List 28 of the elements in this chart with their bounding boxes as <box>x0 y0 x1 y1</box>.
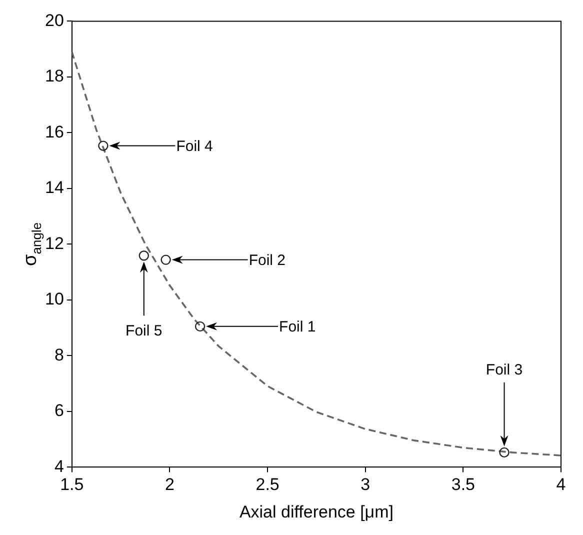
y-tick-label: 12 <box>44 234 64 253</box>
y-tick-label: 16 <box>44 122 64 142</box>
y-tick-label: 14 <box>44 178 64 198</box>
annotation: Foil 2 <box>248 252 286 269</box>
x-tick-label: 2 <box>164 475 174 494</box>
x-tick-label: 4 <box>556 475 566 494</box>
point <box>499 447 510 458</box>
annotation: Foil 5 <box>126 322 162 340</box>
annotation: Foil 4 <box>176 138 213 155</box>
x-tick-label: 1.5 <box>60 475 84 494</box>
point <box>138 250 150 261</box>
point <box>194 321 206 332</box>
x-tick-label: 3.5 <box>451 475 475 494</box>
y-tick-label: 20 <box>44 10 64 30</box>
line-series <box>72 50 561 456</box>
annotation: Foil 3 <box>486 361 523 378</box>
y-tick-label: 10 <box>44 290 64 309</box>
point <box>98 140 108 151</box>
annotation: Foil 1 <box>279 318 316 336</box>
x-tick-label: 2.5 <box>256 475 280 494</box>
x-tick-label: 3 <box>360 475 370 494</box>
y-axis-title: σangle <box>20 222 44 266</box>
y-tick-label: 8 <box>54 345 64 364</box>
y-tick-label: 4 <box>54 456 64 476</box>
x-axis-title: Axial difference [μm] <box>239 502 394 522</box>
point <box>160 254 171 265</box>
y-tick-label: 18 <box>44 66 64 86</box>
y-tick-label: 6 <box>54 401 64 420</box>
